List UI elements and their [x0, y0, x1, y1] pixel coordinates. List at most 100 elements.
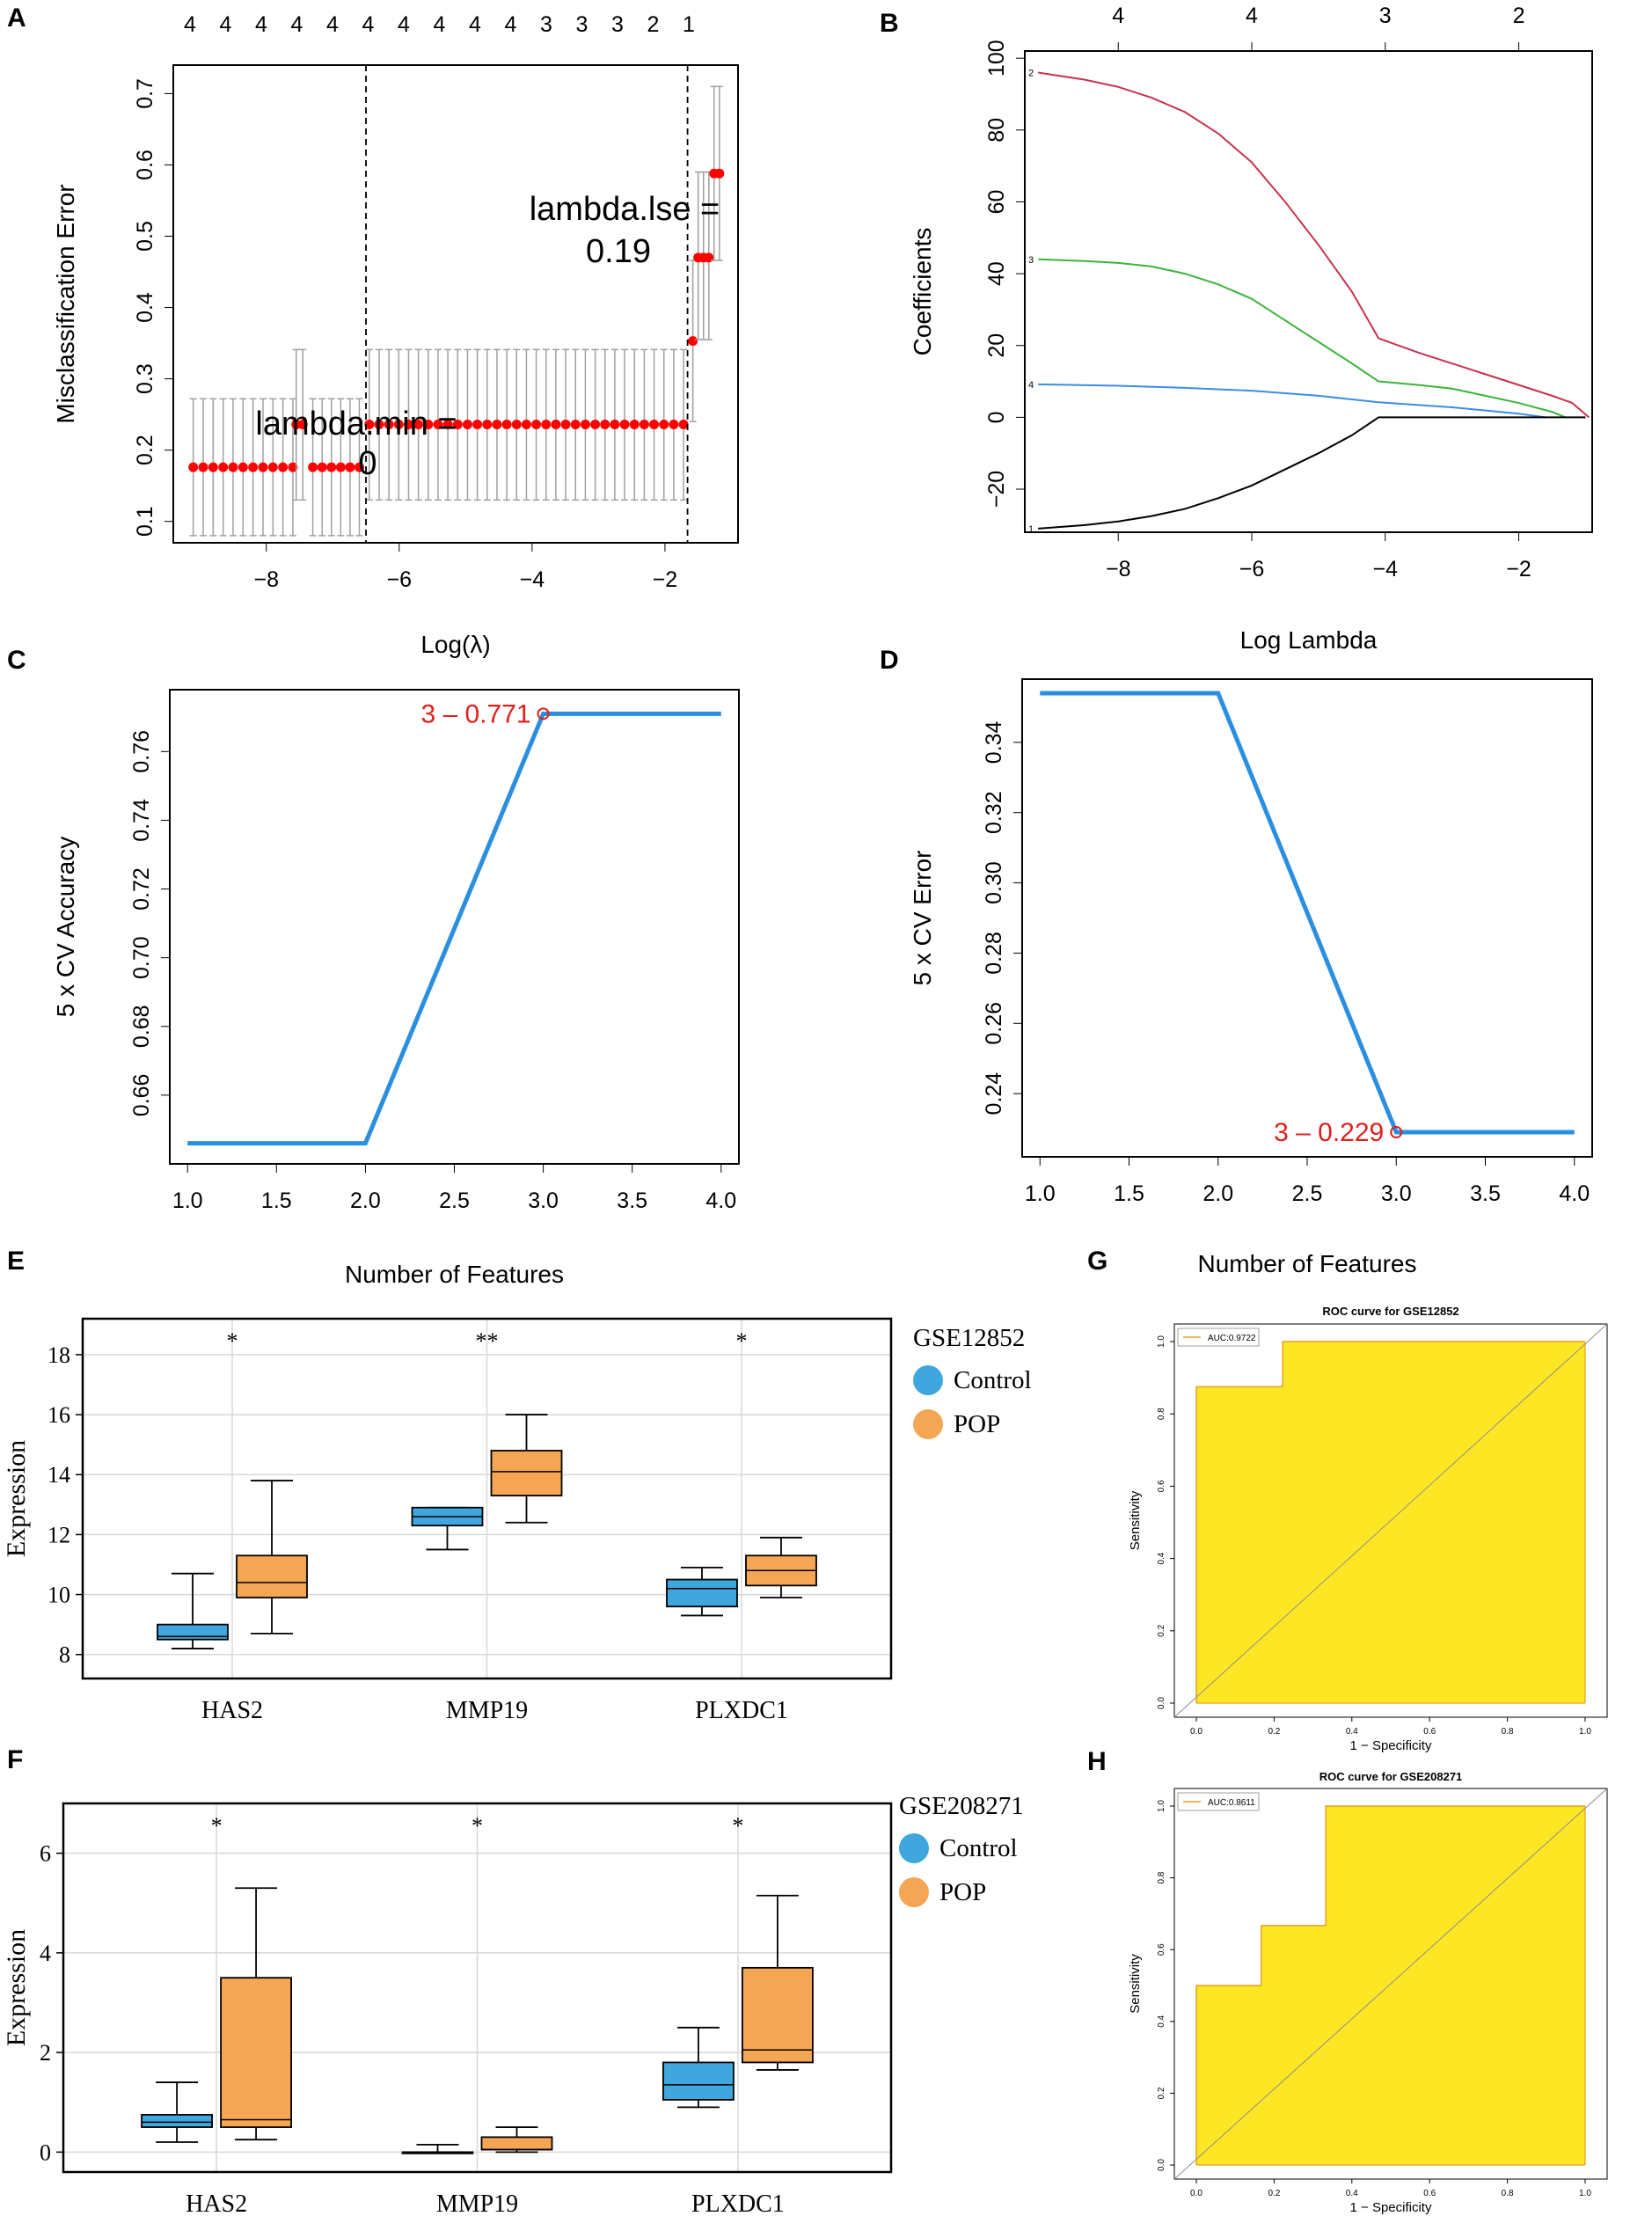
- cv-point: [492, 419, 502, 429]
- legend-box: [1177, 1792, 1260, 1811]
- cv-point: [688, 336, 698, 347]
- coef-path-label: 4: [1028, 380, 1034, 391]
- y-tick-label: 12: [48, 1522, 70, 1547]
- x-tick-label: −6: [1239, 557, 1265, 581]
- top-axis-label: 4: [184, 12, 196, 37]
- panel-letter-g: G: [1087, 1247, 1107, 1276]
- y-tick-label: 8: [59, 1642, 70, 1668]
- y-tick-label: 0.2: [1157, 1624, 1166, 1636]
- y-tick-label: 0.8: [1157, 1408, 1166, 1420]
- x-tick-label: 1.0: [1579, 1727, 1591, 1737]
- panel-letter-h: H: [1087, 1747, 1107, 1776]
- x-tick-label: 0.2: [1268, 1727, 1280, 1737]
- cv-point: [442, 419, 453, 429]
- x-axis-title: Log(λ): [420, 631, 490, 658]
- box-pop-mmp19: [480, 2136, 553, 2151]
- category-label: HAS2: [201, 1697, 263, 1724]
- roc-title: ROC curve for GSE208271: [1319, 1770, 1463, 1783]
- y-tick-label: 0.72: [129, 867, 154, 911]
- y-tick-label: 0.68: [129, 1005, 154, 1048]
- x-axis-title: Number of Features: [345, 1261, 564, 1288]
- y-axis-title: Sensitivity: [1128, 1490, 1143, 1550]
- y-tick-label: 0: [984, 411, 1009, 423]
- cv-point: [590, 419, 601, 429]
- cv-point: [228, 462, 238, 472]
- y-tick-label: −20: [984, 471, 1009, 508]
- y-axis-title: Misclassification Error: [52, 184, 79, 423]
- x-tick-label: 3.5: [617, 1188, 647, 1213]
- x-tick-label: 4.0: [1559, 1181, 1590, 1206]
- cv-point: [218, 462, 229, 472]
- y-tick-label: 0.0: [1157, 2159, 1166, 2171]
- y-axis-title: 5 x CV Accuracy: [52, 837, 79, 1017]
- y-tick-label: 16: [48, 1402, 70, 1428]
- x-tick-label: 0.6: [1423, 2189, 1436, 2198]
- x-tick-label: 1.5: [1114, 1181, 1144, 1206]
- plot-frame: [172, 64, 739, 544]
- cv-point: [472, 419, 483, 429]
- highlight-label: 3 – 0.229: [1274, 1118, 1384, 1147]
- coef-path-3: [1038, 258, 1567, 419]
- y-tick-label: 0.6: [1157, 1943, 1166, 1956]
- legend-label: POP: [939, 1878, 986, 1906]
- box-control-has2: [157, 1623, 229, 1641]
- top-axis-label: 3: [540, 12, 552, 37]
- annotation-lambda-lse: lambda.lse =: [530, 191, 720, 228]
- x-tick-label: 0.0: [1190, 2189, 1202, 2198]
- top-axis-label: 1: [683, 12, 695, 37]
- x-tick-label: 2.0: [1202, 1181, 1233, 1206]
- plot-frame: [1173, 1788, 1608, 2180]
- box-pop-plxdc1: [742, 1966, 814, 2064]
- x-tick-label: 0.8: [1502, 1727, 1514, 1737]
- x-axis-title: 1 − Specificity: [1350, 2200, 1432, 2215]
- y-axis-title: Expression: [2, 1929, 31, 2046]
- category-label: HAS2: [186, 2190, 247, 2218]
- category-label: PLXDC1: [695, 1697, 788, 1724]
- x-tick-label: 0.4: [1346, 1727, 1358, 1737]
- box-control-plxdc1: [666, 1578, 738, 1608]
- y-tick-label: 0.32: [982, 791, 1006, 834]
- cv-point: [629, 419, 640, 429]
- y-tick-label: 0.1: [133, 506, 157, 537]
- legend-swatch-control: [913, 1365, 943, 1395]
- y-tick-label: 2: [40, 2040, 51, 2066]
- x-tick-label: −2: [653, 567, 678, 592]
- top-axis-label: 4: [1112, 4, 1124, 28]
- box-control-plxdc1: [662, 2061, 735, 2101]
- cv-point: [308, 462, 318, 472]
- reference-diagonal: [1173, 1788, 1608, 2180]
- category-label: MMP19: [446, 1697, 528, 1724]
- y-tick-label: 0.0: [1157, 1697, 1166, 1709]
- cv-point: [433, 419, 443, 429]
- y-tick-label: 1.0: [1157, 1335, 1166, 1348]
- top-axis-label: 4: [469, 12, 481, 37]
- x-tick-label: 0.8: [1502, 2189, 1514, 2198]
- legend-label: Control: [954, 1366, 1032, 1394]
- cv-point: [188, 462, 199, 472]
- panel-h: ROC curve for GSE208271 AUC:0.8611 0.0 0.2 0…: [1128, 1770, 1608, 2215]
- coef-path-1: [1038, 416, 1586, 530]
- cv-point: [297, 419, 308, 429]
- cv-point: [511, 419, 522, 429]
- cv-point: [364, 419, 375, 429]
- panel-b: 2 3 4 1 −8 −6 −4 −2 −20 0 20 40 60 80 100 4 4 3 2 Log Lambd…: [909, 4, 1593, 654]
- coef-path-label: 3: [1028, 255, 1034, 266]
- cv-point: [384, 419, 394, 429]
- coef-path-label: 2: [1028, 68, 1034, 78]
- top-axis-label: 4: [434, 12, 446, 37]
- y-tick-label: 0.2: [133, 435, 157, 465]
- plot-frame: [1024, 50, 1593, 533]
- roc-curve: [1195, 1341, 1585, 1703]
- y-tick-label: 0.4: [1157, 2015, 1166, 2027]
- top-axis-label: 2: [1513, 4, 1525, 28]
- cv-point: [354, 462, 364, 472]
- x-tick-label: 2.5: [439, 1188, 470, 1213]
- box-pop-mmp19: [490, 1450, 563, 1496]
- plot-frame: [1173, 1323, 1608, 1718]
- x-tick-label: 1.0: [1579, 2189, 1591, 2198]
- y-tick-label: 80: [984, 118, 1009, 143]
- panel-letter-f: F: [7, 1745, 23, 1774]
- significance-mark: *: [211, 1813, 223, 1839]
- y-tick-label: 0.28: [982, 932, 1006, 975]
